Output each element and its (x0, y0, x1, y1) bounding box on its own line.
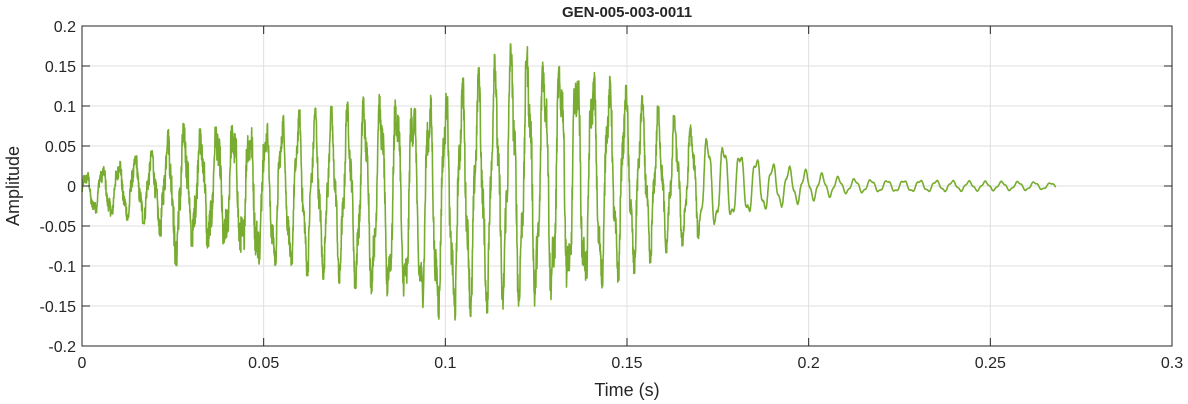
x-tick-label: 0.25 (975, 355, 1006, 372)
y-axis-label: Amplitude (3, 146, 23, 226)
y-tick-label: -0.05 (40, 219, 77, 236)
x-tick-label: 0.05 (248, 355, 279, 372)
y-tick-label: 0.15 (45, 59, 76, 76)
y-tick-label: -0.2 (48, 339, 76, 356)
y-tick-label: -0.15 (40, 299, 77, 316)
plot-area (81, 43, 1057, 321)
x-tick-label: 0.1 (434, 355, 456, 372)
y-tick-label: -0.1 (48, 259, 76, 276)
series-line (81, 43, 1057, 321)
x-tick-label: 0.3 (1161, 355, 1183, 372)
y-tick-label: 0.2 (54, 19, 76, 36)
y-tick-label: 0.1 (54, 99, 76, 116)
y-tick-labels: -0.2 -0.15 -0.1 -0.05 0 0.05 0.1 0.15 0.2 (40, 19, 77, 356)
x-axis-label: Time (s) (594, 380, 659, 400)
y-tick-label: 0 (67, 179, 76, 196)
y-tick-label: 0.05 (45, 139, 76, 156)
chart-title: GEN-005-003-0011 (562, 4, 692, 21)
x-tick-label: 0.15 (611, 355, 642, 372)
tick-marks (81, 25, 1173, 347)
x-tick-labels: 0 0.05 0.1 0.15 0.2 0.25 0.3 (78, 355, 1184, 372)
x-tick-label: 0.2 (798, 355, 820, 372)
x-tick-label: 0 (78, 355, 87, 372)
